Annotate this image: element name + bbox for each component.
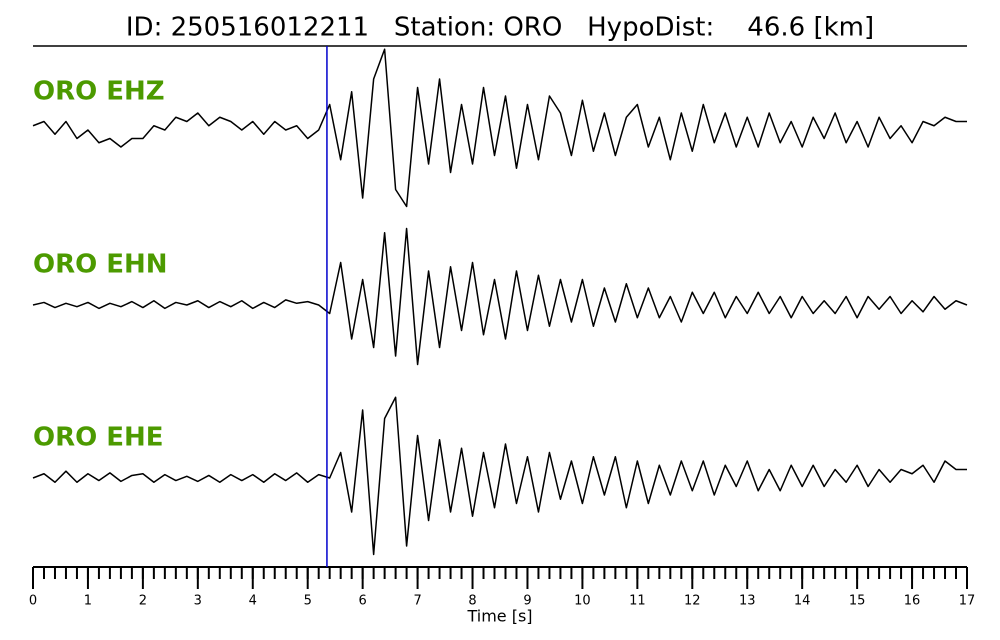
x-tick-label: 6 (359, 594, 367, 609)
x-tick-label: 17 (959, 594, 976, 609)
x-tick-label: 2 (139, 594, 147, 609)
x-tick-label: 15 (849, 594, 866, 609)
waveform (32, 227, 968, 366)
waveform (32, 396, 967, 556)
x-tick-label: 16 (904, 594, 921, 609)
x-tick-label: 11 (629, 594, 646, 609)
x-tick-label: 13 (739, 594, 756, 609)
chart-title: ID: 250516012211 Station: ORO HypoDist: … (126, 13, 874, 43)
x-tick-label: 4 (249, 594, 257, 609)
trace-label: ORO EHZ (33, 77, 165, 107)
x-tick-label: 10 (574, 594, 591, 609)
trace-label: ORO EHE (33, 423, 164, 453)
x-tick-label: 1 (84, 594, 92, 609)
x-tick-label: 5 (304, 594, 312, 609)
x-tick-label: 3 (194, 594, 202, 609)
trace-label: ORO EHN (33, 250, 168, 280)
waveform (32, 48, 967, 208)
x-tick-label: 9 (523, 594, 531, 609)
x-tick-label: 0 (29, 594, 37, 609)
x-tick-label: 7 (413, 594, 421, 609)
x-tick-label: 8 (468, 594, 476, 609)
x-tick-label: 12 (684, 594, 701, 609)
x-axis-label: Time [s] (466, 607, 532, 626)
x-tick-label: 14 (794, 594, 811, 609)
